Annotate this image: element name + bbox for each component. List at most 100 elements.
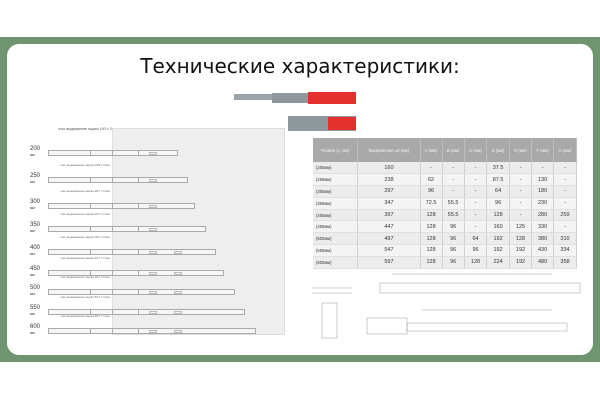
table-cell: 64: [486, 185, 510, 198]
slide-rail-550: [48, 309, 245, 315]
column-header: B (мм): [442, 138, 465, 162]
column-header: A (мм): [420, 138, 443, 162]
slide-rail-250: [48, 177, 188, 183]
table-cell: (200мм): [313, 162, 359, 175]
table-cell: 128: [464, 256, 488, 269]
slide-size-label: 600 мм: [30, 324, 41, 336]
extension-caption: max выдвижение ящика 297 ± 3 мм: [60, 189, 110, 193]
table-cell: 192: [509, 244, 533, 257]
table-cell: 480: [531, 256, 555, 269]
table-cell: -: [464, 197, 488, 210]
table-cell: -: [553, 220, 577, 234]
table-cell: 358: [553, 256, 577, 269]
table-cell: 55.5: [442, 209, 465, 222]
slide-size-label: 350 мм: [30, 222, 41, 234]
table-cell: 497: [357, 232, 421, 246]
table-cell: 72.5: [420, 197, 443, 210]
table-cell: 160: [357, 162, 421, 175]
table-row: (550мм) 547 128 96 96 192 192 430 334: [313, 244, 577, 257]
table-cell: 192: [509, 256, 533, 269]
table-cell: 62: [420, 173, 443, 187]
slide-rail-200: [48, 150, 178, 156]
table-cell: 230: [531, 197, 555, 210]
slide-size-label: 550 мм: [30, 305, 41, 317]
extension-caption: max выдвижение ящика 397 ± 3 мм: [60, 235, 110, 239]
table-cell: 128: [420, 232, 443, 246]
table-cell: -: [553, 162, 577, 175]
table-cell: 96: [442, 244, 465, 257]
slide-rail-600: [48, 328, 256, 334]
table-cell: -: [464, 209, 488, 222]
slide-rail-300: [48, 203, 195, 209]
table-cell: -: [509, 197, 533, 210]
table-row: (300мм) 297 96- -64-180-: [313, 185, 577, 198]
column-header: C (мм): [464, 138, 488, 162]
table-row: (450мм) 447 128 96-160 125 330-: [313, 220, 577, 234]
table-cell: 238: [357, 173, 421, 187]
table-cell: 310: [553, 232, 577, 246]
extension-caption: max выдвижение ящика 347 ± 3 мм: [60, 212, 110, 216]
slide-rail-500: [48, 289, 235, 295]
column-header: F (мм): [531, 138, 555, 162]
table-cell: (300мм): [313, 185, 359, 198]
table-row: (500мм) 497 128 96 64 192 128 380 310: [313, 232, 577, 246]
table-cell: 224: [486, 256, 510, 269]
table-cell: 297: [357, 185, 421, 198]
table-cell: (550мм): [313, 244, 359, 257]
table-cell: -: [464, 173, 488, 187]
table-cell: 37.5: [486, 162, 510, 175]
table-row: (400мм) 397 128 55.5-128-280 259: [313, 209, 577, 222]
slide-size-label: 300 мм: [30, 199, 41, 211]
table-cell: -: [509, 209, 533, 222]
table-cell: 128: [486, 209, 510, 222]
slide-rail-350: [48, 226, 206, 232]
table-cell: (450мм): [313, 220, 359, 234]
table-cell: (400мм): [313, 209, 359, 222]
table-row: (200мм) 160- - -37.5- - -: [313, 162, 577, 175]
table-cell: -: [553, 185, 577, 198]
slide-rail-400: [48, 249, 216, 255]
table-cell: 128: [509, 232, 533, 246]
table-cell: 128: [420, 256, 443, 269]
table-cell: -: [464, 185, 488, 198]
table-cell: -: [442, 162, 465, 175]
table-cell: -: [509, 162, 533, 175]
table-cell: 380: [531, 232, 555, 246]
drawer-slide-photo: [234, 92, 356, 131]
technical-drawing: [312, 273, 581, 339]
table-cell: -: [553, 173, 577, 187]
table-cell: -: [531, 162, 555, 175]
table-cell: 128: [420, 209, 443, 222]
table-cell: (500мм): [313, 232, 359, 246]
extension-caption: max выдвижение ящика 447 ± 3 мм: [60, 256, 110, 260]
table-row: (600мм) 597 128 96 128 224 192 480 358: [313, 256, 577, 269]
column-header: G (мм): [553, 138, 577, 162]
table-row: (250мм) 238 62- -87.5-130-: [313, 173, 577, 187]
specs-table: Размер (L, мм) Выдвижение ±3 (мм) A (мм) B …: [313, 138, 577, 269]
table-cell: 96: [442, 220, 465, 234]
table-cell: 192: [486, 244, 510, 257]
slide-size-label: 500 мм: [30, 285, 41, 297]
table-cell: 334: [553, 244, 577, 257]
table-cell: -: [442, 173, 465, 187]
table-cell: 128: [420, 220, 443, 234]
table-cell: 96: [486, 197, 510, 210]
table-cell: 125: [509, 220, 533, 234]
table-cell: 397: [357, 209, 421, 222]
table-cell: 55.5: [442, 197, 465, 210]
table-cell: 128: [420, 244, 443, 257]
table-cell: (600мм): [313, 256, 359, 269]
table-cell: -: [509, 173, 533, 187]
column-header: E (мм): [509, 138, 533, 162]
table-cell: 180: [531, 185, 555, 198]
extension-caption: max выдвижение ящика 497 ± 3 мм: [60, 275, 110, 279]
extension-caption: max выдвижение ящика 238 ± 3 мм: [60, 163, 110, 167]
slide-size-label: 400 мм: [30, 245, 41, 257]
table-cell: 597: [357, 256, 421, 269]
extension-caption: max выдвижение ящика 547 ± 3 мм: [60, 295, 110, 299]
table-cell: (350мм): [313, 197, 359, 210]
table-row: (350мм) 347 72.5 55.5-96-230-: [313, 197, 577, 210]
slide-rail-450: [48, 270, 224, 276]
table-cell: -: [442, 185, 465, 198]
slide-size-label: 450 мм: [30, 266, 41, 278]
